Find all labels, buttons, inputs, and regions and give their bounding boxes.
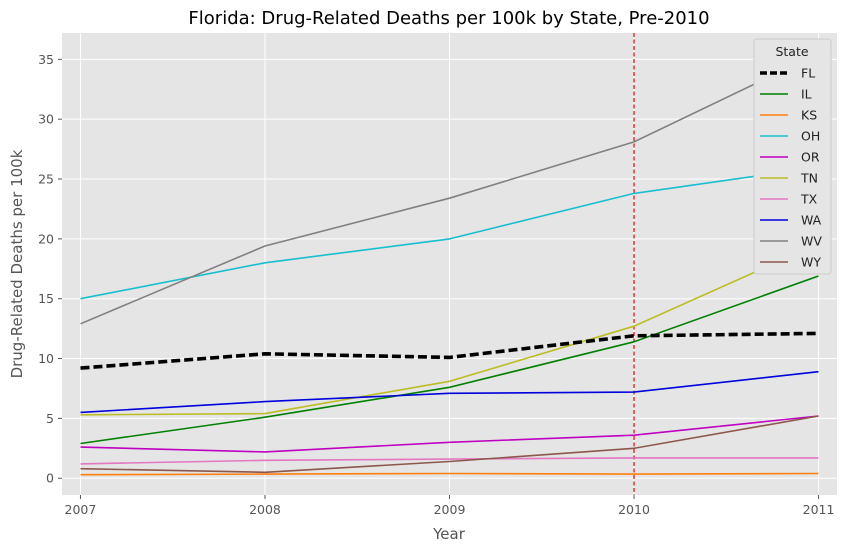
- series-line-wa: [80, 370, 819, 414]
- y-tick-label: 25: [38, 172, 54, 187]
- x-tick-label: 2008: [249, 502, 281, 517]
- x-tick-label: 2009: [434, 502, 466, 517]
- legend-title: State: [775, 44, 808, 59]
- x-tick-label: 2007: [65, 502, 97, 517]
- legend-label-or: OR: [801, 150, 820, 165]
- series-line-ks: [80, 472, 819, 476]
- series-line-wv: [80, 52, 819, 325]
- series-line-il: [80, 275, 819, 445]
- series-line-oh: [80, 166, 819, 300]
- y-tick-label: 35: [38, 52, 54, 67]
- y-tick-label: 10: [38, 351, 54, 366]
- legend-label-il: IL: [801, 87, 812, 102]
- series-line-or: [80, 415, 819, 453]
- x-axis-label: Year: [432, 525, 466, 543]
- series-line-tx: [80, 457, 819, 465]
- legend-label-wa: WA: [801, 213, 822, 228]
- y-tick-label: 30: [38, 112, 54, 127]
- x-tick-label: 2011: [803, 502, 835, 517]
- legend-label-fl: FL: [801, 66, 815, 81]
- y-axis-label: Drug-Related Deaths per 100k: [8, 149, 26, 378]
- series-line-tn: [80, 242, 819, 416]
- legend-label-oh: OH: [801, 129, 820, 144]
- chart-title: Florida: Drug-Related Deaths per 100k by…: [188, 8, 709, 29]
- legend-label-wv: WV: [801, 234, 822, 249]
- legend: State FL IL KS OH OR TN TX WA WV WY: [753, 38, 832, 275]
- y-axis: 0 5 10 15 20 25 30 35: [38, 52, 62, 486]
- series-group: [80, 52, 819, 476]
- legend-label-ks: KS: [801, 108, 817, 123]
- series-line-wy: [80, 415, 819, 474]
- y-tick-label: 0: [46, 471, 54, 486]
- legend-label-tn: TN: [800, 171, 818, 186]
- x-tick-label: 2010: [618, 502, 650, 517]
- legend-label-wy: WY: [801, 255, 821, 270]
- x-axis: 2007 2008 2009 2010 2011: [65, 495, 835, 517]
- y-tick-label: 15: [38, 291, 54, 306]
- y-tick-label: 20: [38, 231, 54, 246]
- legend-label-tx: TX: [800, 192, 818, 207]
- legend-box: [753, 38, 832, 275]
- series-line-fl: [80, 331, 819, 370]
- legend-items: FL IL KS OH OR TN TX WA WV WY: [760, 66, 822, 270]
- y-tick-label: 5: [46, 411, 54, 426]
